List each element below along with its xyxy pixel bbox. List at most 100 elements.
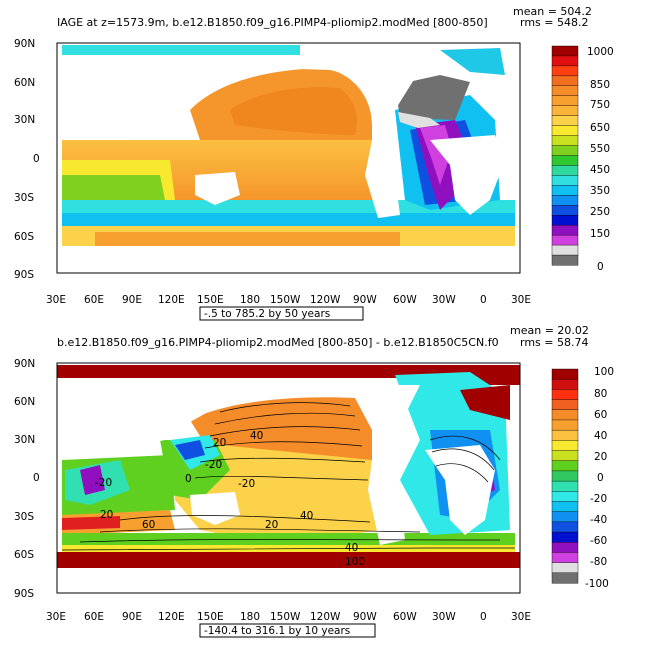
colorbar-label: 40: [594, 430, 607, 442]
land-americas: [365, 68, 420, 218]
colorbar-swatch: [551, 562, 579, 574]
colorbar-label: 350: [590, 185, 610, 197]
x-tick-label: 120W: [310, 611, 341, 623]
land-antarctica: [57, 570, 520, 593]
colorbar-swatch: [551, 429, 579, 441]
x-tick-label: 30E: [511, 611, 531, 623]
y-tick-label: 60N: [14, 396, 35, 408]
colorbar-label: 0: [597, 472, 604, 484]
colorbar-swatch: [551, 542, 579, 553]
contour-label: 40: [250, 430, 263, 442]
colorbar-swatch: [551, 491, 579, 502]
x-tick-label: 30W: [432, 611, 456, 623]
colorbar-swatch: [551, 389, 579, 401]
land-australia: [190, 492, 240, 525]
colorbar-label: -60: [590, 535, 607, 547]
southern-orange: [95, 232, 400, 246]
colorbar-swatch: [551, 470, 579, 482]
contour-label: 20: [213, 437, 226, 449]
colorbar-swatch: [551, 572, 579, 584]
atlantic-red-north: [460, 385, 510, 420]
colorbar-swatch: [551, 75, 579, 87]
colorbar-label: 750: [590, 99, 610, 111]
colorbar-swatch: [551, 409, 579, 421]
colorbar-label: -80: [590, 556, 607, 568]
land-africa: [430, 135, 505, 215]
colorbar-label: 650: [590, 122, 610, 134]
x-tick-label: 90W: [353, 294, 377, 306]
land-eurasia: [62, 55, 395, 138]
panel-2-rms: rms = 58.74: [520, 336, 588, 349]
contour-range-box: [199, 623, 376, 638]
arctic-band: [62, 45, 300, 55]
colorbar-swatch: [551, 95, 579, 107]
colorbar-label: -100: [585, 578, 609, 590]
x-tick-label: 0: [480, 294, 487, 306]
contour-range-label: -.5 to 785.2 by 50 years: [204, 308, 330, 320]
x-tick-label: 90W: [353, 611, 377, 623]
y-tick-label: 90N: [14, 38, 35, 50]
southern-red: [57, 552, 520, 568]
colorbar-swatch: [551, 165, 579, 176]
contour-range-label: -140.4 to 316.1 by 10 years: [204, 625, 350, 637]
colorbar-swatch: [551, 480, 579, 492]
southern-red-streak: [62, 516, 120, 530]
x-tick-label: 150E: [197, 611, 224, 623]
colorbar-label: 1000: [587, 46, 614, 58]
atlantic-gray-north: [395, 75, 470, 120]
y-tick-label: 30S: [14, 192, 34, 204]
y-tick-label: 90S: [14, 269, 34, 281]
contour-label: 20: [265, 519, 278, 531]
colorbar-swatch: [551, 501, 579, 513]
colorbar-label: -20: [590, 493, 607, 505]
colorbar-swatch: [551, 145, 579, 157]
panel-1-axes: 90N 60N 30N 0 30S 60S 90S 30E 60E 90E 12…: [14, 38, 531, 321]
contour-label: 100: [345, 556, 365, 568]
colorbar-label: 550: [590, 143, 610, 155]
pacific-north-core: [230, 87, 357, 135]
y-tick-label: 30S: [14, 511, 34, 523]
southern-cyan: [62, 200, 515, 215]
y-tick-label: 0: [33, 472, 40, 484]
colorbar-swatch: [551, 135, 579, 147]
colorbar-label: -40: [590, 514, 607, 526]
panel-2-colorbar: 100 80 60 40 20 0 -20 -40 -60 -80 -100: [551, 366, 614, 590]
indian-purple: [80, 465, 105, 495]
land-americas: [368, 385, 420, 545]
colorbar-label: 100: [594, 366, 614, 378]
contour-range-box: [199, 306, 364, 321]
colorbar-swatches: [551, 45, 579, 266]
x-tick-label: 0: [480, 611, 487, 623]
contour-label: -20: [95, 477, 112, 489]
contour-labels: 40 20 -20 -20 0 60 20 40 -20 20 40 100: [95, 430, 365, 568]
colorbar-swatch: [551, 65, 579, 77]
colorbar-swatch: [551, 125, 579, 137]
colorbar-swatch: [551, 55, 579, 67]
panel-1-title: IAGE at z=1573.9m, b.e12.B1850.f09_g16.P…: [57, 16, 488, 29]
pacific-blue: [175, 440, 205, 460]
colorbar-swatch: [551, 215, 579, 226]
colorbar-swatch: [551, 399, 579, 411]
arctic-band-east: [440, 48, 505, 75]
x-tick-label: 120W: [310, 294, 341, 306]
y-tick-label: 0: [33, 153, 40, 165]
panel-2-map: 40 20 -20 -20 0 60 20 40 -20 20 40 100: [56, 362, 521, 594]
colorbar-swatch: [551, 105, 579, 117]
y-tick-label: 90S: [14, 588, 34, 600]
southern-blue: [62, 213, 515, 226]
y-tick-label: 90N: [14, 358, 35, 370]
indian-green: [62, 175, 165, 205]
panel-1: IAGE at z=1573.9m, b.e12.B1850.f09_g16.P…: [14, 5, 614, 321]
x-tick-label: 150W: [270, 294, 301, 306]
colorbar-swatch: [551, 155, 579, 166]
colorbar-label: 150: [590, 228, 610, 240]
colorbar-swatch: [551, 185, 579, 196]
y-tick-label: 60S: [14, 549, 34, 561]
colorbar-swatch: [551, 244, 579, 256]
x-tick-label: 60E: [84, 294, 104, 306]
contour-label: -20: [205, 459, 222, 471]
panel-2-axes: 90N 60N 30N 0 30S 60S 90S 30E 60E 90E 12…: [14, 358, 531, 638]
contour-label: 0: [185, 473, 192, 485]
x-tick-label: 30E: [46, 611, 66, 623]
